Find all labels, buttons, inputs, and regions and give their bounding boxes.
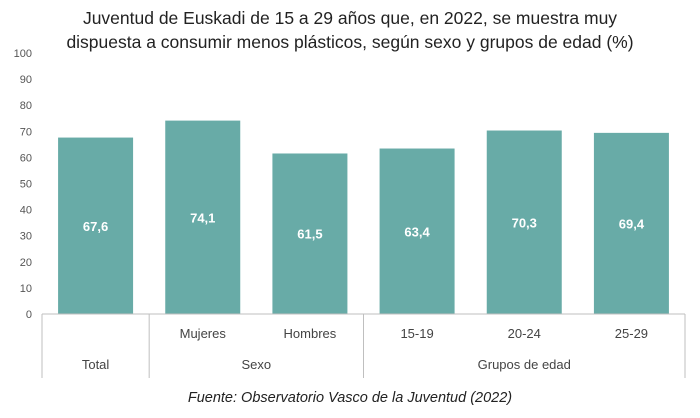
x-tick-label: 25-29 [615,326,648,341]
y-tick-label: 60 [20,152,32,164]
data-label: 74,1 [190,210,215,225]
x-tick-label: 20-24 [508,326,541,341]
chart-title-line-2: dispuesta a consumir menos plásticos, se… [66,32,634,52]
group-label: Total [82,357,110,372]
x-tick-label: 15-19 [400,326,433,341]
data-label: 61,5 [297,227,322,242]
y-tick-label: 20 [20,257,32,269]
x-tick-label: Hombres [284,326,337,341]
data-label: 69,4 [619,216,645,231]
y-tick-label: 80 [20,100,32,112]
bar [486,130,562,314]
y-tick-label: 50 [20,179,32,191]
chart-source-note: Fuente: Observatorio Vasco de la Juventu… [187,390,513,406]
group-label: Grupos de edad [478,357,571,372]
y-tick-label: 70 [20,126,32,138]
y-tick-label: 100 [14,48,32,60]
y-tick-label: 30 [20,231,32,243]
group-label: Sexo [242,357,272,372]
data-label: 70,3 [512,215,537,230]
data-label: 67,6 [83,219,108,234]
bar [165,120,241,314]
bar [58,137,134,314]
y-tick-label: 10 [20,283,32,295]
chart-title-line-1: Juventud de Euskadi de 15 a 29 años que,… [82,8,618,28]
data-label: 63,4 [404,224,430,239]
y-tick-label: 0 [26,309,32,321]
y-tick-label: 40 [20,205,32,217]
x-tick-label: Mujeres [180,326,227,341]
y-tick-label: 90 [20,74,32,86]
bar [593,132,669,314]
bar [272,153,348,314]
bar [379,148,455,314]
